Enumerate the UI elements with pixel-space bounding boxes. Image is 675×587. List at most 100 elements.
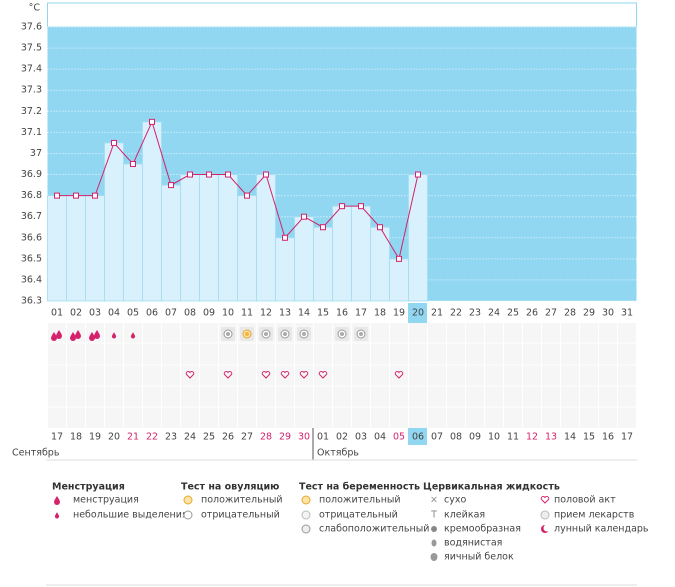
legend-icon (540, 495, 550, 504)
day-bar (256, 174, 276, 302)
legend-icon (430, 553, 438, 561)
day-bar (294, 216, 314, 302)
day-bar (47, 195, 67, 302)
date-label: 02 (336, 432, 348, 443)
legend-item: прием лекарств (554, 510, 635, 521)
x-tick-label: 02 (70, 308, 82, 319)
x-tick-label: 01 (51, 308, 63, 319)
date-label: 09 (469, 432, 481, 443)
legend-icon (540, 510, 550, 520)
temperature-point (149, 118, 155, 125)
legend-icon (301, 495, 311, 505)
date-label: 06 (412, 432, 424, 443)
x-tick-label: 05 (127, 308, 139, 319)
day-bar (408, 174, 428, 302)
ovulation-negative (296, 326, 312, 342)
y-tick-label: 36.6 (21, 232, 42, 243)
temperature-point (168, 182, 174, 189)
date-label: 24 (184, 432, 196, 443)
legend-icon (543, 524, 551, 532)
date-label: 23 (165, 432, 177, 443)
temperature-point (263, 171, 269, 178)
day-bar (237, 195, 257, 302)
x-tick-label: 19 (393, 308, 405, 319)
legend-icon (431, 526, 437, 532)
month-label: Октябрь (317, 448, 359, 459)
date-label: 01 (317, 432, 329, 443)
legend-item: яичный белок (444, 552, 514, 563)
day-bar (123, 163, 143, 302)
temperature-point (377, 224, 383, 231)
y-tick-label: 36.3 (21, 296, 42, 307)
temperature-point (282, 234, 288, 241)
temperature-point (130, 161, 136, 167)
date-label: 18 (70, 432, 82, 443)
legend: Менструация менструация небольшие выделе… (52, 482, 649, 563)
legend-item: клейкая (444, 510, 485, 521)
x-tick-label: 31 (621, 308, 633, 319)
x-tick-label: 16 (336, 308, 348, 319)
date-label: 17 (51, 432, 63, 443)
legend-item: кремообразная (444, 524, 521, 535)
x-tick-label: 18 (374, 308, 386, 319)
legend-icon (301, 524, 311, 534)
x-tick-label: 26 (526, 308, 538, 319)
y-tick-label: 37.3 (21, 85, 42, 96)
legend-icon: T (430, 510, 437, 521)
temperature-point (415, 171, 421, 178)
x-tick-label: 27 (545, 308, 557, 319)
date-label: 07 (431, 432, 443, 443)
date-label: 08 (450, 432, 462, 443)
y-tick-label: 37.1 (21, 127, 42, 138)
temperature-point (320, 224, 326, 231)
x-tick-label: 30 (602, 308, 614, 319)
x-tick-label: 07 (165, 308, 177, 319)
date-label: 21 (127, 432, 139, 443)
date-label: 12 (526, 432, 538, 443)
legend-item: отрицательный (319, 510, 398, 521)
date-label: 13 (545, 432, 557, 443)
y-tick-label: 36.9 (21, 169, 42, 180)
x-tick-label: 10 (222, 308, 234, 319)
date-label: 25 (203, 432, 215, 443)
y-tick-label: 36.7 (21, 211, 42, 222)
temperature-point (339, 203, 345, 210)
day-bar (218, 174, 238, 302)
legend-icon: × (430, 495, 438, 506)
temperature-point (206, 171, 212, 178)
legend-item: положительный (319, 495, 401, 506)
temperature-point (187, 171, 193, 178)
x-tick-label: 13 (279, 308, 291, 319)
y-tick-label: 37.5 (21, 43, 42, 54)
day-bar (161, 184, 181, 302)
temperature-line (57, 120, 419, 261)
y-tick-label: 36.5 (21, 253, 42, 264)
y-tick-label: 36.4 (21, 274, 42, 285)
ovulation-negative (220, 326, 236, 342)
x-tick-label: 20 (412, 308, 424, 319)
legend-item: небольшие выделения (73, 510, 188, 521)
day-bar (142, 121, 162, 302)
temperature-point (244, 192, 250, 199)
y-tick-label: 37.4 (21, 64, 42, 75)
legend-title: Менструация (52, 482, 125, 493)
today-highlight (408, 428, 427, 445)
legend-title: Тест на овуляцию (181, 482, 279, 493)
x-tick-label: 17 (355, 308, 367, 319)
legend-icon (301, 510, 311, 520)
legend-icon (54, 512, 60, 519)
day-bar (85, 195, 105, 302)
legend-title: Цервикальная жидкость (423, 482, 560, 493)
date-label: 17 (621, 432, 633, 443)
temperature-point (358, 203, 364, 210)
date-label: 16 (602, 432, 614, 443)
legend-icon (183, 495, 193, 505)
legend-title: Тест на беременность (299, 482, 420, 493)
x-tick-label: 03 (89, 308, 101, 319)
x-tick-label: 23 (469, 308, 481, 319)
date-label: 05 (393, 432, 405, 443)
day-bar (389, 258, 409, 302)
day-bar (104, 142, 124, 302)
x-tick-label: 12 (260, 308, 272, 319)
